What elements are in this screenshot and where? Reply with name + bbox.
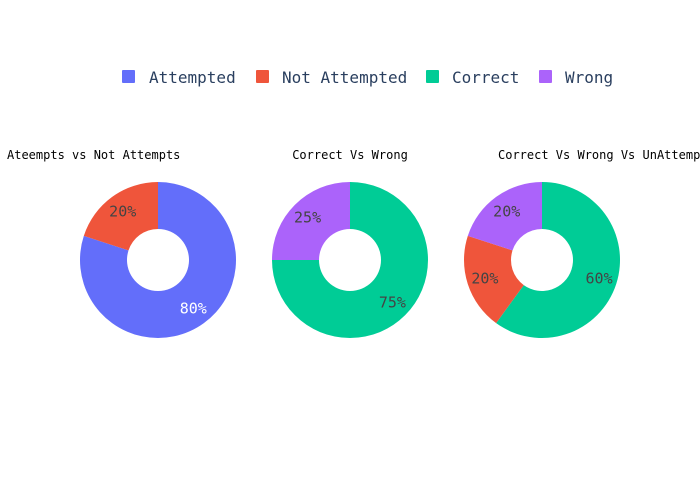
slice-label-not-attempted-chart-1: 20% — [109, 202, 136, 220]
chart-2-title: Correct Vs Wrong — [292, 148, 408, 162]
legend-item-attempted[interactable]: Attempted — [122, 68, 236, 87]
slice-attempted-chart-1[interactable] — [79, 182, 236, 339]
donut-chart-attempts: 80% 20% — [79, 182, 236, 339]
legend: Attempted Not Attempted Correct Wrong — [122, 68, 613, 87]
slice-wrong-chart-2[interactable] — [272, 182, 350, 260]
legend-item-wrong[interactable]: Wrong — [539, 68, 613, 87]
legend-swatch-wrong — [539, 70, 552, 83]
legend-swatch-not-attempted — [256, 70, 269, 83]
slice-label-attempted-chart-1: 80% — [180, 300, 207, 318]
legend-swatch-attempted — [122, 70, 135, 83]
slice-label-correct-chart-3: 60% — [586, 270, 613, 288]
slice-label-correct-chart-2: 75% — [379, 293, 406, 311]
slice-correct-chart-3[interactable] — [496, 182, 620, 338]
legend-label-wrong: Wrong — [565, 68, 613, 87]
slice-not-attempted-chart-1[interactable] — [83, 182, 158, 251]
slice-not-attempted-chart-3[interactable] — [464, 235, 524, 324]
legend-swatch-correct — [426, 70, 439, 83]
chart-3-title: Correct Vs Wrong Vs UnAttempted — [498, 148, 700, 162]
slice-correct-chart-2[interactable] — [272, 182, 428, 338]
legend-label-correct: Correct — [452, 68, 519, 87]
slice-label-wrong-chart-2: 25% — [294, 209, 321, 227]
legend-item-not-attempted[interactable]: Not Attempted — [256, 68, 407, 87]
chart-1-title: Ateempts vs Not Attempts — [7, 148, 180, 162]
slice-label-not-attempted-chart-3: 20% — [471, 270, 498, 288]
legend-item-correct[interactable]: Correct — [426, 68, 519, 87]
slice-wrong-chart-3[interactable] — [467, 182, 542, 251]
donut-chart-correct-vs-wrong: 75% 25% — [272, 182, 428, 338]
slice-label-wrong-chart-3: 20% — [493, 202, 520, 220]
legend-label-attempted: Attempted — [149, 68, 236, 87]
donut-chart-correct-wrong-unattempted: 60% 20% 20% — [464, 182, 620, 338]
legend-label-not-attempted: Not Attempted — [282, 68, 407, 87]
